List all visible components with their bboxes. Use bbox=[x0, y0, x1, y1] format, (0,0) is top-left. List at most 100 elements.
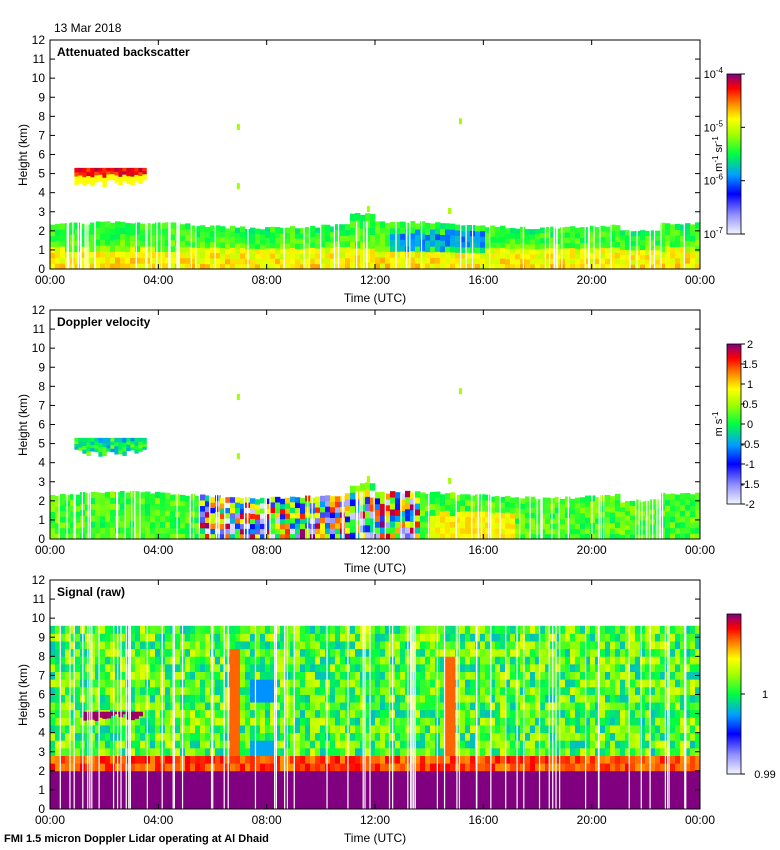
signal-cell bbox=[155, 656, 161, 665]
velocity-cell bbox=[165, 527, 171, 534]
signal-cell bbox=[480, 717, 486, 726]
signal-cell bbox=[55, 686, 61, 695]
backscatter-cell bbox=[380, 239, 386, 246]
signal-cell bbox=[440, 671, 446, 680]
signal-cell bbox=[95, 702, 101, 711]
backscatter-cell bbox=[435, 233, 441, 241]
velocity-cell bbox=[615, 527, 621, 534]
backscatter-cell bbox=[290, 258, 296, 265]
velocity-cell bbox=[435, 533, 441, 540]
signal-cell bbox=[125, 702, 131, 711]
signal-cell bbox=[420, 641, 426, 650]
backscatter-cell bbox=[140, 257, 146, 264]
signal-cell bbox=[280, 747, 286, 756]
signal-cell bbox=[295, 702, 301, 711]
signal-cell bbox=[350, 770, 356, 779]
velocity-cell bbox=[365, 489, 371, 497]
signal-cell bbox=[220, 801, 226, 810]
velocity-cell bbox=[415, 515, 421, 522]
signal-cell bbox=[500, 686, 506, 695]
backscatter-cell bbox=[685, 240, 691, 247]
signal-cell bbox=[130, 679, 136, 688]
signal-cell bbox=[235, 786, 241, 795]
velocity-cell bbox=[515, 502, 521, 509]
backscatter-cell bbox=[195, 242, 201, 248]
velocity-cell bbox=[370, 518, 376, 526]
backscatter-cell bbox=[215, 247, 221, 254]
velocity-cell bbox=[420, 492, 426, 499]
signal-cell bbox=[125, 793, 131, 802]
signal-cell bbox=[205, 686, 211, 695]
signal-cell bbox=[245, 709, 251, 718]
backscatter-cell bbox=[140, 263, 146, 270]
velocity-cell bbox=[395, 527, 401, 534]
backscatter-cell bbox=[355, 213, 361, 221]
backscatter-cell bbox=[300, 263, 306, 270]
backscatter-cell bbox=[550, 247, 556, 254]
signal-cell bbox=[470, 725, 476, 734]
signal-cell bbox=[220, 732, 226, 741]
velocity-cell bbox=[695, 533, 701, 540]
signal-cell bbox=[300, 671, 306, 680]
signal-cell bbox=[305, 648, 311, 657]
signal-cell bbox=[490, 786, 496, 795]
backscatter-cell bbox=[205, 258, 211, 265]
backscatter-cell bbox=[105, 257, 111, 264]
signal-cell bbox=[250, 633, 256, 642]
velocity-cell bbox=[485, 494, 491, 501]
signal-cell bbox=[215, 725, 221, 734]
signal-cell bbox=[280, 671, 286, 680]
signal-cell bbox=[535, 786, 541, 795]
velocity-cell bbox=[325, 533, 331, 540]
backscatter-cell bbox=[675, 229, 681, 236]
backscatter-cell bbox=[235, 248, 241, 254]
signal-cell bbox=[495, 725, 501, 734]
velocity-cell bbox=[160, 492, 166, 499]
signal-cell bbox=[265, 786, 271, 795]
velocity-cell bbox=[180, 522, 186, 529]
backscatter-cell bbox=[95, 251, 101, 258]
velocity-cell bbox=[365, 503, 371, 512]
velocity-cell bbox=[590, 517, 596, 524]
velocity-cell bbox=[670, 504, 676, 512]
velocity-cell bbox=[225, 523, 231, 529]
backscatter-cell bbox=[385, 223, 391, 230]
signal-cell bbox=[315, 725, 321, 734]
signal-cell bbox=[430, 770, 436, 779]
signal-cell bbox=[440, 747, 446, 756]
velocity-cell bbox=[395, 515, 401, 522]
signal-cell bbox=[65, 740, 71, 749]
backscatter-cell bbox=[220, 252, 226, 259]
velocity-cell bbox=[250, 508, 256, 514]
backscatter-cell bbox=[465, 258, 471, 264]
backscatter-cell bbox=[435, 228, 441, 235]
backscatter-cell bbox=[60, 251, 66, 259]
backscatter-cell bbox=[560, 237, 566, 244]
backscatter-cell bbox=[200, 225, 206, 232]
backscatter-cell bbox=[455, 241, 461, 248]
backscatter-cell bbox=[280, 263, 286, 270]
signal-cell bbox=[135, 747, 141, 756]
signal-cell bbox=[375, 641, 381, 650]
velocity-cell bbox=[320, 533, 326, 540]
backscatter-cell bbox=[685, 234, 691, 241]
signal-cell bbox=[110, 717, 116, 726]
backscatter-cell bbox=[490, 252, 496, 259]
velocity-cell bbox=[405, 526, 411, 534]
backscatter-ytick-label: 11 bbox=[33, 52, 46, 66]
signal-cell bbox=[220, 709, 226, 718]
backscatter-cell bbox=[460, 225, 466, 232]
backscatter-layer-cell bbox=[126, 179, 131, 185]
velocity-cell bbox=[690, 499, 696, 506]
backscatter-cell bbox=[495, 248, 501, 254]
signal-cell bbox=[290, 801, 296, 810]
signal-cell bbox=[385, 732, 391, 741]
velocity-cell bbox=[645, 510, 651, 516]
velocity-cell bbox=[455, 517, 461, 523]
signal-cell bbox=[215, 625, 221, 634]
signal-cell bbox=[535, 763, 541, 772]
signal-cell bbox=[330, 740, 336, 749]
velocity-cell bbox=[90, 491, 96, 499]
signal-cell bbox=[305, 763, 311, 772]
signal-cell bbox=[105, 679, 111, 688]
